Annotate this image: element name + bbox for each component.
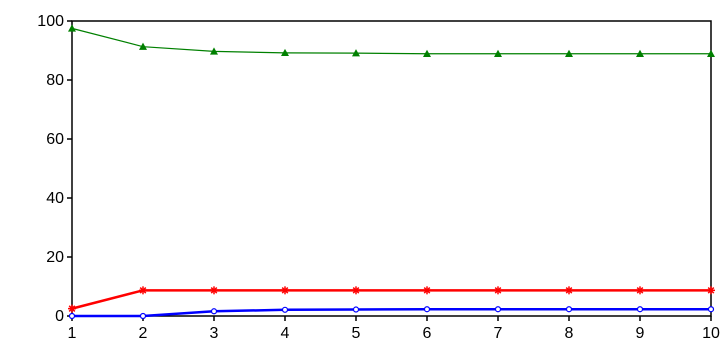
x-tick-label: 6 [423, 325, 432, 342]
series-line [71, 27, 711, 55]
data-point-triangle [636, 49, 644, 57]
data-point-circle [423, 306, 431, 313]
x-tick-label: 5 [352, 325, 361, 342]
data-point-star [281, 286, 289, 295]
series-line [72, 307, 711, 318]
x-tick-label: 8 [565, 325, 574, 342]
data-point-star [423, 286, 431, 295]
x-tick-label: 9 [636, 325, 645, 342]
data-point-circle [281, 306, 289, 313]
data-point-star [565, 286, 573, 295]
y-tick-label: 100 [37, 13, 64, 30]
x-tick-label: 10 [702, 325, 720, 342]
series-line [71, 289, 711, 310]
x-tick-label: 2 [139, 325, 148, 342]
data-point-star [352, 286, 360, 295]
data-point-circle [352, 306, 360, 313]
data-point-triangle [281, 48, 289, 57]
x-tick-label: 3 [210, 325, 219, 342]
y-tick-label: 80 [46, 72, 64, 89]
data-point-triangle [707, 49, 715, 57]
data-point-triangle [139, 42, 147, 50]
series-triangle [68, 24, 715, 57]
y-tick-label: 0 [55, 308, 64, 325]
y-tick-label: 20 [46, 249, 64, 266]
data-point-circle [68, 312, 76, 320]
y-axis: 0 20 40 60 80 100 [37, 13, 72, 325]
data-point-star [68, 304, 76, 313]
plot-border [71, 20, 712, 317]
data-point-circle [707, 306, 715, 313]
data-point-triangle [68, 24, 76, 32]
x-tick-label: 4 [281, 325, 290, 342]
data-point-triangle [210, 47, 218, 55]
series-circle [68, 306, 715, 320]
data-point-star [707, 286, 715, 295]
data-point-circle [565, 306, 573, 313]
plot-frame [71, 20, 712, 317]
data-point-star [494, 286, 502, 295]
data-point-triangle [494, 49, 502, 57]
data-point-circle [139, 312, 147, 320]
x-tick-label: 1 [68, 325, 77, 342]
x-tick-label: 7 [494, 325, 503, 342]
data-point-circle [636, 306, 644, 313]
x-axis: 1 2 3 4 5 6 7 8 9 10 [68, 316, 720, 342]
data-point-star [636, 286, 644, 295]
y-tick-label: 60 [46, 131, 64, 148]
data-point-triangle [352, 49, 360, 57]
data-point-circle [494, 306, 502, 313]
data-point-star [139, 286, 147, 295]
series-star [68, 286, 715, 313]
data-point-triangle [565, 49, 573, 57]
series-layer [68, 24, 715, 320]
data-point-circle [210, 308, 218, 315]
data-point-triangle [423, 49, 431, 57]
data-point-star [210, 286, 218, 295]
y-tick-label: 40 [46, 190, 64, 207]
